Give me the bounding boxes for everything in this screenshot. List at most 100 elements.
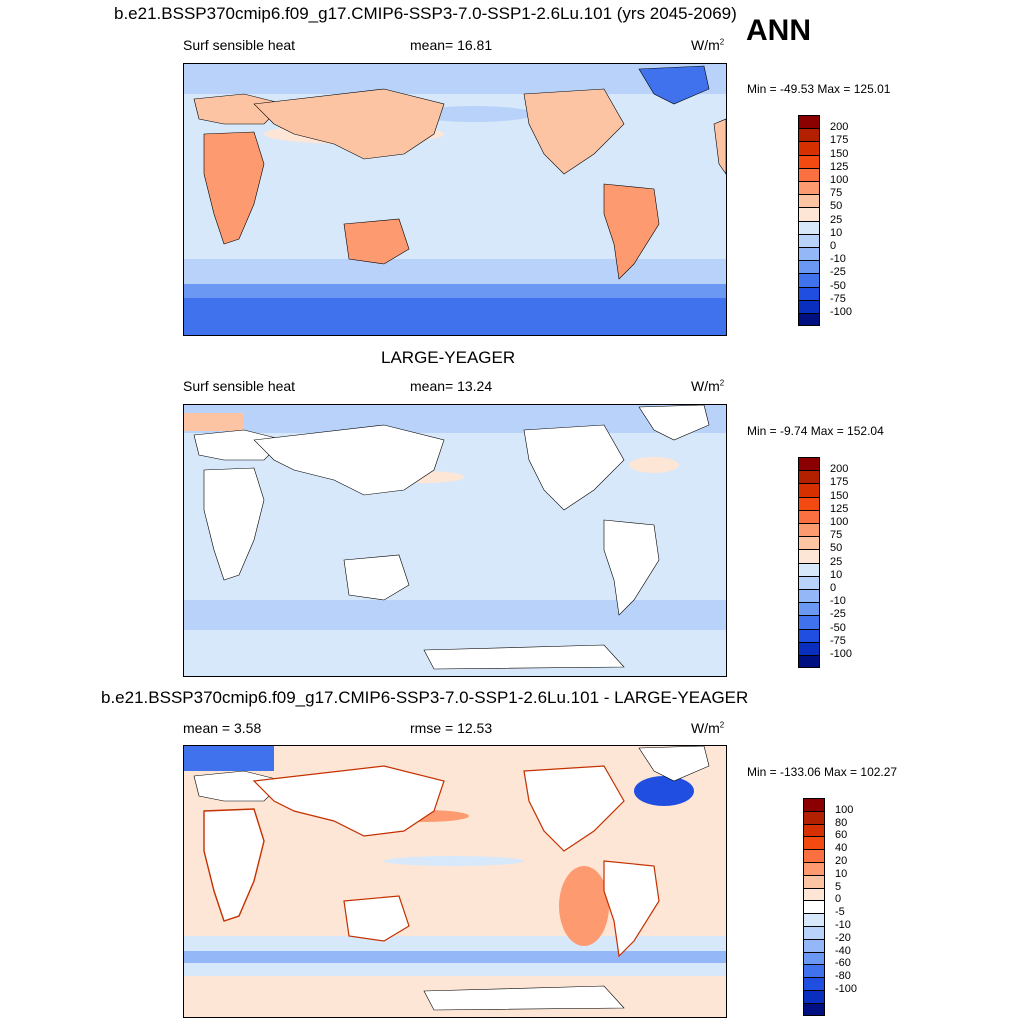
colorbar-tick-label: -10 — [830, 595, 846, 608]
colorbar-tick-label: 10 — [835, 867, 848, 880]
colorbar-tick-label: -50 — [830, 621, 846, 634]
colorbar-tick-label: -25 — [830, 266, 846, 279]
panel1-units: W/m2 — [691, 37, 725, 53]
greenland — [638, 65, 710, 105]
colorbar-outline — [798, 457, 820, 669]
south-america — [603, 183, 660, 280]
colorbar-swatch — [798, 562, 820, 576]
colorbar-swatch — [798, 128, 820, 142]
colorbar-swatch — [798, 470, 820, 484]
arctic-ocean-band — [184, 405, 726, 433]
colorbar-swatch — [798, 220, 820, 234]
colorbar-tick-label: -20 — [835, 931, 851, 944]
colorbar-swatch — [798, 483, 820, 497]
colorbar-tick-label: 50 — [830, 200, 843, 213]
colorbar-tick-label: -75 — [830, 292, 846, 305]
panel2-units: W/m2 — [691, 378, 725, 394]
colorbar-tick-label: 40 — [835, 842, 848, 855]
colorbar-swatch — [803, 913, 825, 926]
panel2-heading: LARGE-YEAGER — [381, 348, 516, 367]
colorbar-tick-label: 25 — [830, 555, 843, 568]
colorbar-tick-label: -5 — [835, 906, 845, 919]
panel2-map — [183, 404, 727, 677]
colorbar-tick-label: 0 — [830, 240, 837, 252]
gulfstream-warm — [629, 457, 679, 473]
panel3-minmax: Min = -133.06 Max = 102.27 — [747, 765, 898, 779]
colorbar-swatch — [798, 286, 820, 300]
europe-asia-west — [193, 429, 285, 461]
antarctica — [423, 644, 625, 670]
colorbar-tick-label: -10 — [830, 253, 846, 266]
colorbar-swatch — [798, 536, 820, 550]
colorbar-tick-label: 150 — [830, 489, 849, 502]
colorbar-tick-label: -100 — [835, 983, 858, 995]
panel3-map — [183, 745, 727, 1018]
colorbar-swatch — [803, 874, 825, 888]
panel1-map — [183, 63, 727, 336]
colorbar-tick-label: 100 — [830, 174, 849, 186]
colorbar-swatch — [803, 990, 825, 1003]
colorbar-tick-label: -60 — [835, 957, 851, 970]
africa — [203, 808, 265, 922]
colorbar-swatch — [803, 849, 825, 862]
colorbar-swatch — [803, 964, 825, 978]
panel3-heading: b.e21.BSSP370cmip6.f09_g17.CMIP6-SSP3-7.… — [101, 688, 749, 707]
europe-asia-west — [193, 770, 285, 802]
colorbar-tick-label: 25 — [830, 213, 843, 226]
colorbar-swatch — [803, 823, 825, 837]
panel2-minmax: Min = -9.74 Max = 152.04 — [747, 424, 884, 438]
colorbar-tick-label: -10 — [835, 919, 851, 931]
north-america — [523, 424, 625, 511]
case-title: b.e21.BSSP370cmip6.f09_g17.CMIP6-SSP3-7.… — [114, 4, 737, 23]
npacific-cool — [414, 106, 534, 122]
colorbar-tick-label: 60 — [835, 829, 848, 842]
asia — [253, 88, 445, 160]
colorbar-swatch — [803, 887, 825, 901]
colorbar-tick-label: 10 — [830, 568, 843, 581]
africa — [203, 131, 265, 245]
colorbar-swatch — [803, 862, 825, 875]
colorbar-swatch — [803, 951, 825, 965]
season-label: ANN — [746, 14, 811, 47]
panel1-minmax: Min = -49.53 Max = 125.01 — [747, 82, 891, 96]
colorbar-swatch — [798, 549, 820, 563]
antarctica-region — [184, 296, 726, 335]
arctic-ocean-band — [184, 64, 726, 94]
europe-asia-west — [193, 93, 285, 125]
colorbar-tick-label: 0 — [835, 893, 842, 906]
colorbar-tick-label: 75 — [830, 187, 843, 200]
colorbar-swatch — [798, 154, 820, 168]
colorbar-swatch — [798, 589, 820, 603]
colorbar-swatch — [798, 575, 820, 589]
colorbar-swatch — [803, 836, 825, 850]
panel3-mean: mean = 3.58 — [183, 720, 262, 736]
colorbar-tick-label: 80 — [835, 816, 848, 829]
colorbar-tick-label: 100 — [835, 803, 854, 816]
colorbar-swatch — [798, 141, 820, 155]
colorbar-tick-label: 200 — [830, 463, 849, 476]
colorbar-tick-label: -25 — [830, 608, 846, 621]
panel2-variable: Surf sensible heat — [183, 378, 296, 394]
colorbar-swatch — [798, 273, 820, 287]
southern-ocean-band — [184, 259, 726, 284]
europe-east-edge — [713, 118, 726, 175]
colorbar-swatch — [798, 247, 820, 261]
antarctica — [423, 985, 625, 1011]
colorbar-swatch — [803, 900, 825, 914]
australia — [343, 554, 410, 601]
panel1-mean: mean= 16.81 — [410, 37, 493, 53]
colorbar-swatch — [798, 509, 820, 523]
labrador-cool — [634, 776, 694, 806]
colorbar-swatch — [798, 299, 820, 313]
north-america — [523, 88, 625, 175]
colorbar-tick-label: 50 — [830, 542, 843, 555]
asia — [252, 765, 445, 837]
colorbar-tick-label: 125 — [830, 502, 849, 515]
colorbar-tick-label: 125 — [830, 160, 849, 173]
australia — [343, 895, 410, 942]
colorbar-tick-label: 0 — [830, 582, 837, 594]
colorbar-tick-label: 100 — [830, 516, 849, 528]
colorbar-tick-label: -100 — [830, 648, 853, 660]
colorbar-swatch — [798, 207, 820, 221]
colorbar-swatch — [798, 641, 820, 655]
